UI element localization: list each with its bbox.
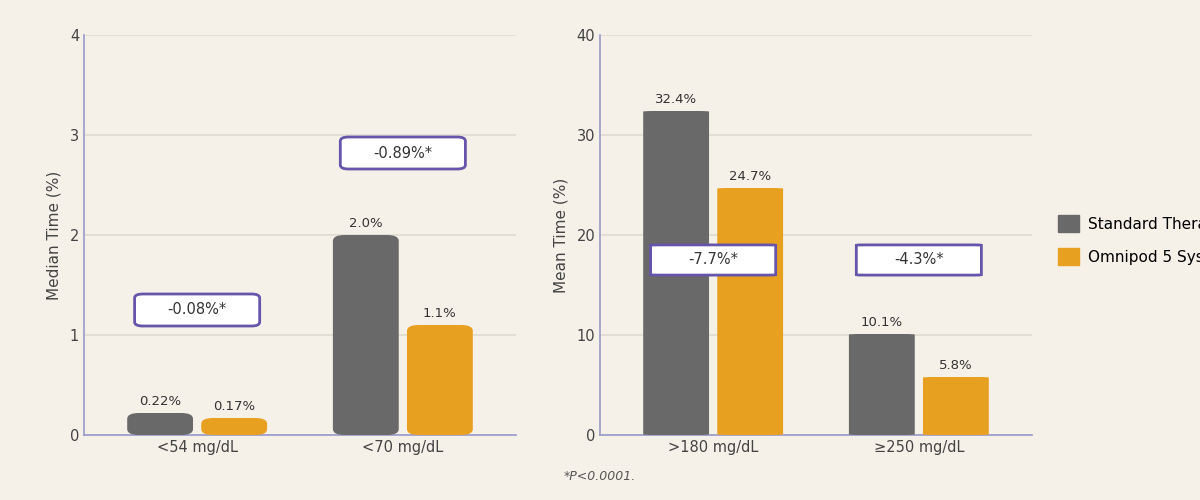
FancyBboxPatch shape: [650, 245, 775, 275]
Text: 1.1%: 1.1%: [424, 307, 457, 320]
FancyBboxPatch shape: [407, 325, 473, 435]
FancyBboxPatch shape: [202, 418, 268, 435]
FancyBboxPatch shape: [718, 188, 784, 435]
Text: 10.1%: 10.1%: [860, 316, 902, 329]
Text: 0.17%: 0.17%: [214, 400, 256, 413]
FancyBboxPatch shape: [134, 294, 259, 326]
Text: 0.22%: 0.22%: [139, 395, 181, 408]
Text: *P<0.0001.: *P<0.0001.: [564, 470, 636, 482]
FancyBboxPatch shape: [923, 377, 989, 435]
Text: 2.0%: 2.0%: [349, 217, 383, 230]
Text: 32.4%: 32.4%: [655, 93, 697, 106]
Text: -4.3%*: -4.3%*: [894, 252, 943, 268]
Text: 24.7%: 24.7%: [730, 170, 772, 183]
Legend: Standard Therapy, Omnipod 5 System: Standard Therapy, Omnipod 5 System: [1057, 214, 1200, 266]
Text: -7.7%*: -7.7%*: [688, 252, 738, 268]
Y-axis label: Mean Time (%): Mean Time (%): [553, 178, 568, 292]
FancyBboxPatch shape: [341, 137, 466, 169]
FancyBboxPatch shape: [332, 235, 398, 435]
Y-axis label: Median Time (%): Median Time (%): [47, 170, 61, 300]
Text: 5.8%: 5.8%: [940, 359, 973, 372]
Text: -0.08%*: -0.08%*: [168, 302, 227, 318]
FancyBboxPatch shape: [857, 245, 982, 275]
Text: -0.89%*: -0.89%*: [373, 146, 432, 160]
FancyBboxPatch shape: [643, 111, 709, 435]
FancyBboxPatch shape: [848, 334, 914, 435]
FancyBboxPatch shape: [127, 413, 193, 435]
